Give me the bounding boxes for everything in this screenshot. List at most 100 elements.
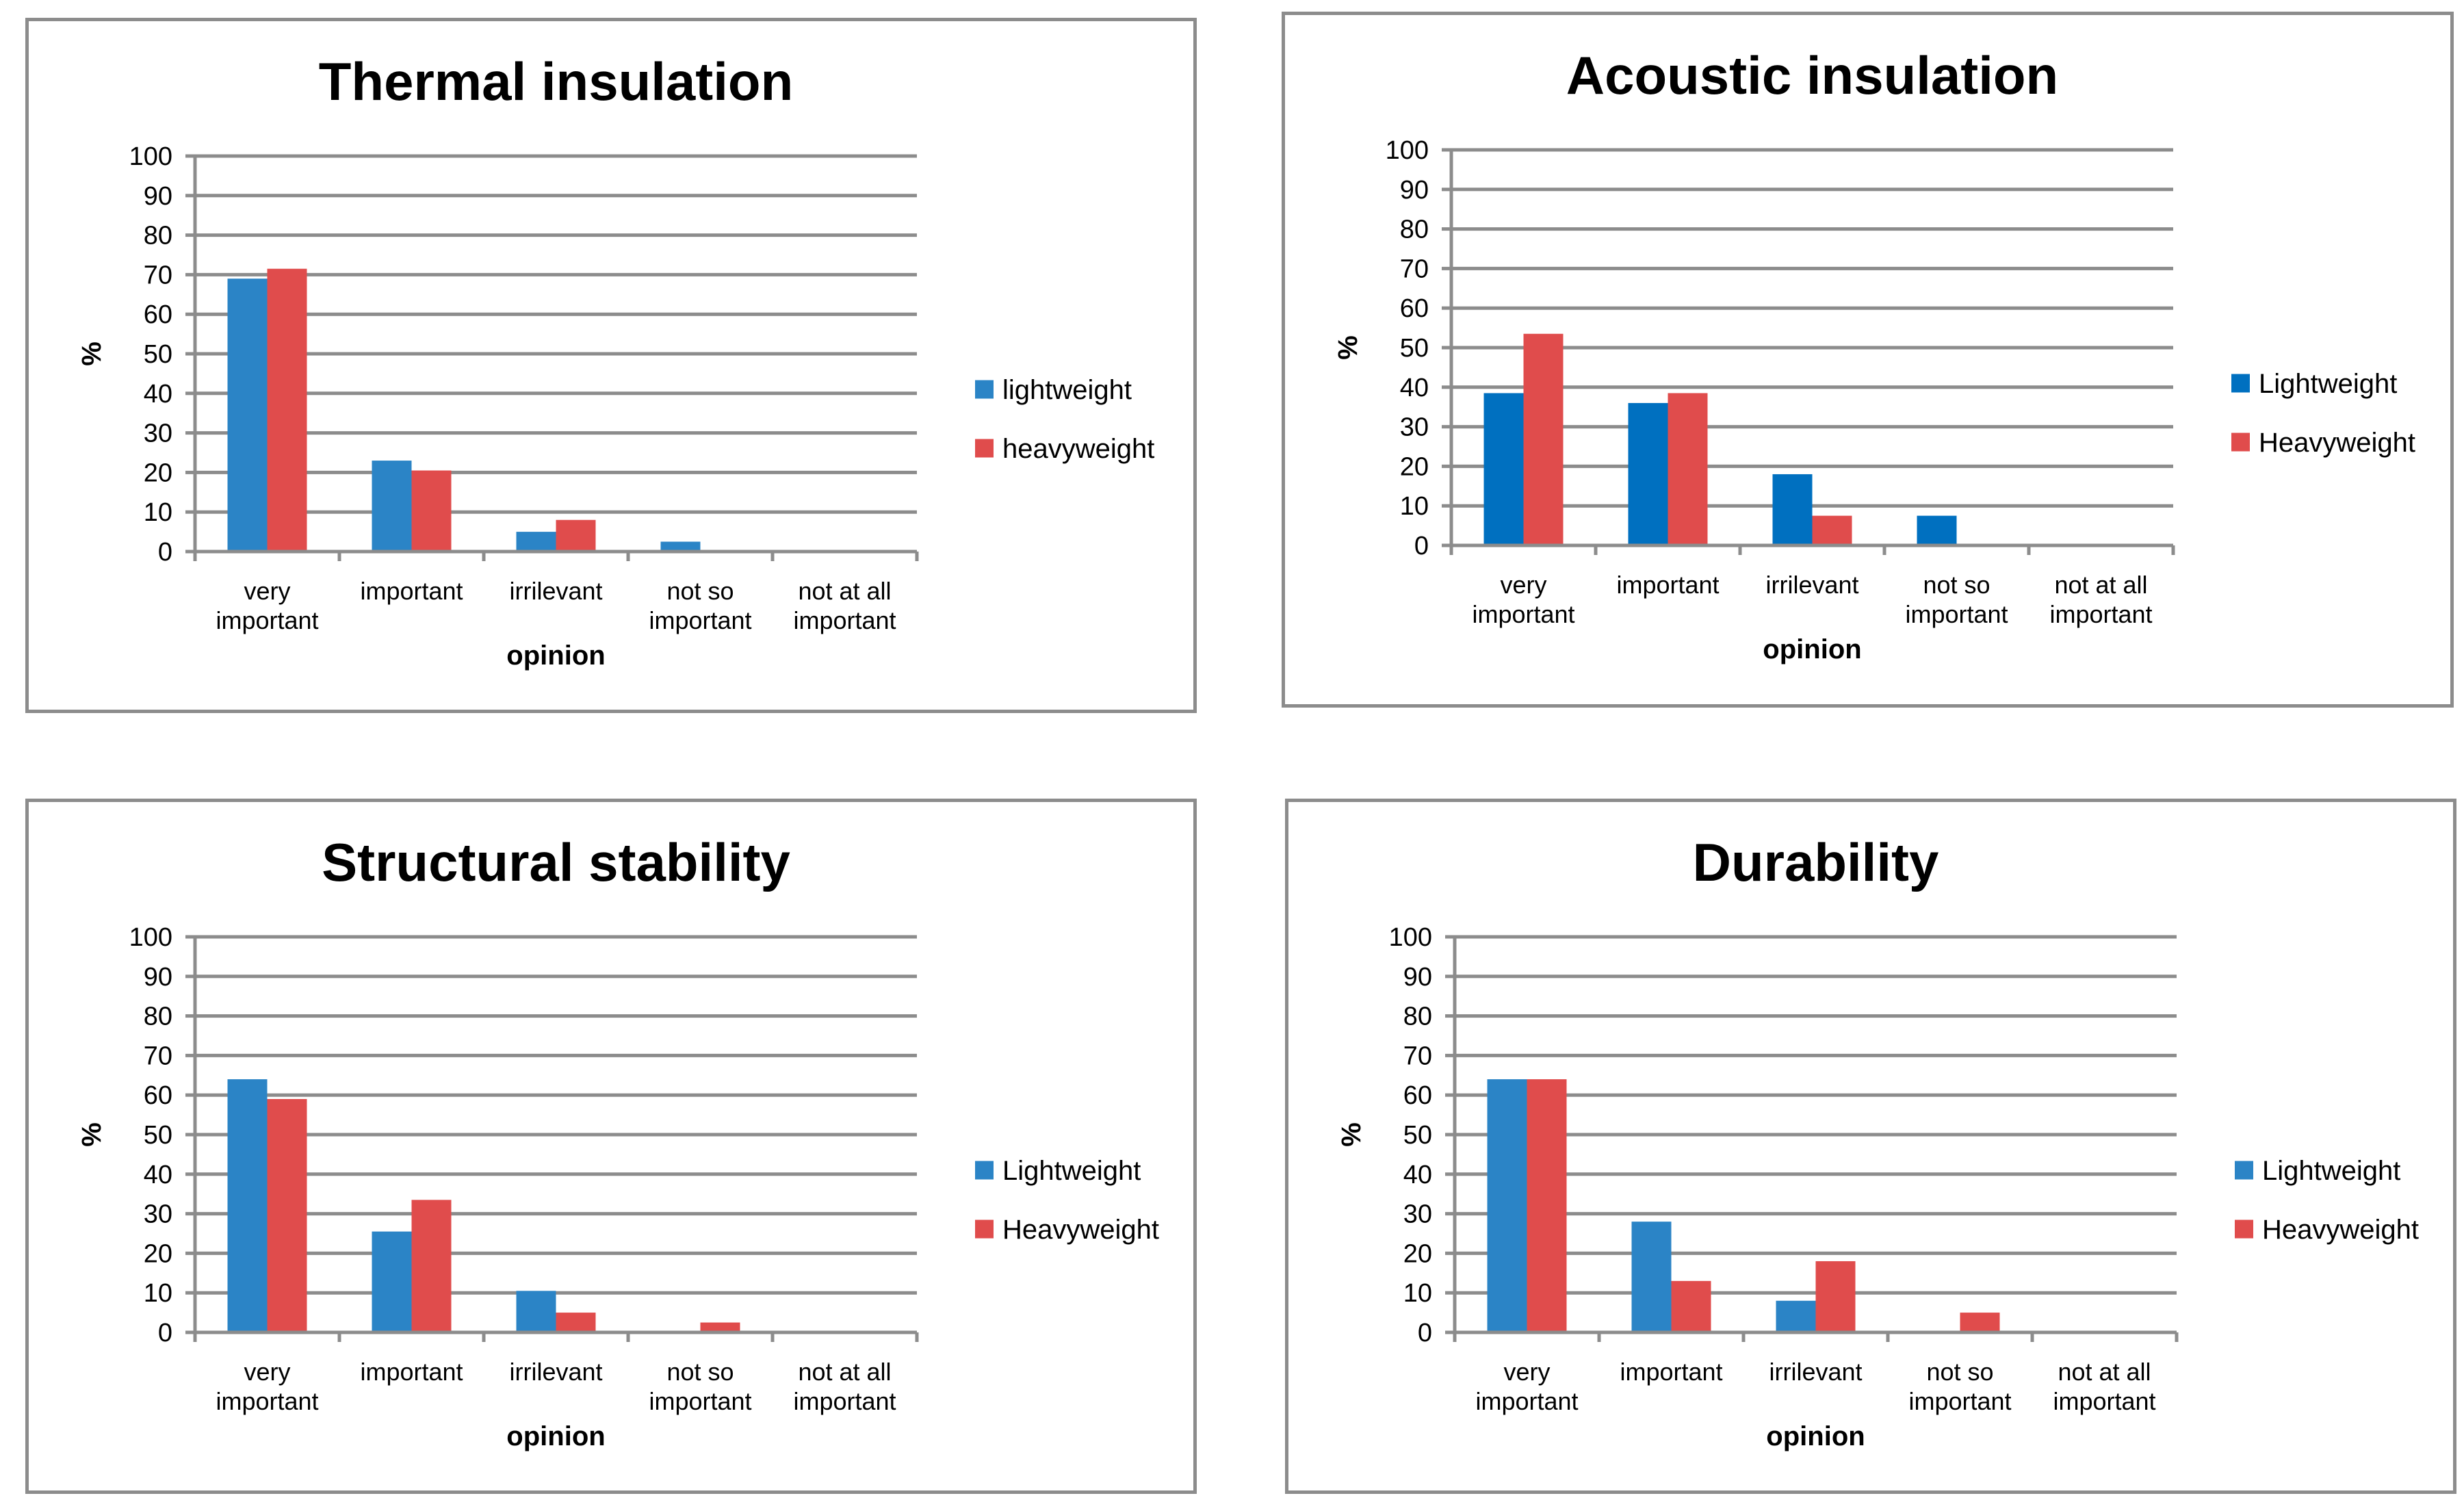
- y-tick-label: 60: [144, 1081, 172, 1110]
- x-axis-title: opinion: [506, 641, 605, 671]
- chart-title: Durability: [1693, 832, 1939, 892]
- chart-panel-structural-stability: Structural stability 0 10 20 30 40 50 60 70 80 90 1…: [25, 799, 1197, 1494]
- chart-title: Thermal insulation: [319, 51, 793, 112]
- chart-svg: Structural stability 0 10 20 30 40 50 60 70 80 90 1…: [77, 832, 1159, 1451]
- legend-swatch-heavyweight: [975, 1219, 994, 1239]
- x-category-label: very important: [1472, 571, 1574, 628]
- bar-heavyweight-irrilevant: [1812, 515, 1852, 545]
- y-tick-label: 100: [1386, 136, 1429, 165]
- legend-label-heavyweight: heavyweight: [1002, 434, 1154, 464]
- bar-heavyweight-very-important: [1523, 333, 1564, 545]
- bar-heavyweight-important: [411, 470, 452, 552]
- y-tick-label: 50: [1403, 1121, 1432, 1150]
- bar-heavyweight-not-so-important: [1960, 1313, 2000, 1332]
- bar-lightweight-not-so-important: [660, 541, 701, 552]
- x-category-label: irrilevant: [509, 1358, 602, 1386]
- y-tick-label: 50: [144, 1121, 172, 1150]
- x-axis-title: opinion: [506, 1421, 605, 1451]
- bar-lightweight-very-important: [1483, 393, 1524, 545]
- x-category-label: very important: [216, 1358, 318, 1415]
- y-tick-label: 20: [1400, 452, 1429, 481]
- chart-panel-thermal-insulation: Thermal insulation 0 10 20 30 40 50 60 70 80 90 100…: [25, 18, 1197, 713]
- y-tick-label: 10: [1400, 492, 1429, 521]
- y-tick-label: 90: [1400, 176, 1429, 205]
- x-category-label: important: [1620, 1358, 1722, 1386]
- y-tick-label: 0: [1414, 532, 1429, 560]
- y-tick-label: 80: [1403, 1003, 1432, 1031]
- legend-label-heavyweight: Heavyweight: [2259, 428, 2415, 458]
- x-axis-title: opinion: [1766, 1421, 1865, 1451]
- bar-lightweight-very-important: [1487, 1079, 1527, 1332]
- y-tick-label: 100: [1389, 923, 1432, 952]
- legend-swatch-heavyweight: [2235, 1219, 2253, 1239]
- bar-lightweight-irrilevant: [516, 532, 556, 552]
- y-tick-label: 80: [144, 1003, 172, 1031]
- y-tick-label: 40: [1403, 1161, 1432, 1189]
- bar-lightweight-important: [372, 1231, 412, 1332]
- y-tick-label: 100: [129, 142, 172, 171]
- legend-label-heavyweight: Heavyweight: [1002, 1215, 1159, 1245]
- bar-heavyweight-important: [411, 1200, 452, 1332]
- x-category-label: irrilevant: [1769, 1358, 1862, 1386]
- y-tick-label: 60: [1403, 1081, 1432, 1110]
- bar-lightweight-very-important: [227, 279, 268, 552]
- x-category-label: not at all important: [2049, 571, 2152, 628]
- legend: Lightweight Heavyweight: [2235, 1156, 2419, 1245]
- legend-label-lightweight: Lightweight: [2262, 1156, 2400, 1186]
- x-category-label: not at all important: [2053, 1358, 2155, 1415]
- bar-heavyweight-important: [1671, 1280, 1711, 1332]
- y-axis-title: %: [1333, 335, 1363, 360]
- y-tick-label: 50: [1400, 334, 1429, 363]
- legend-swatch-lightweight: [975, 380, 994, 399]
- x-axis-title: opinion: [1763, 634, 1861, 664]
- y-tick-label: 30: [144, 419, 172, 448]
- y-tick-label: 70: [144, 1042, 172, 1070]
- bar-heavyweight-not-so-important: [700, 1322, 740, 1332]
- y-axis-title: %: [1336, 1122, 1366, 1147]
- y-tick-label: 30: [1403, 1200, 1432, 1229]
- legend: Lightweight Heavyweight: [2231, 369, 2415, 458]
- y-tick-label: 40: [144, 380, 172, 409]
- bar-lightweight-irrilevant: [1776, 1300, 1816, 1332]
- bar-lightweight-not-so-important: [1917, 515, 1957, 545]
- y-tick-label: 20: [1403, 1239, 1432, 1268]
- y-tick-label: 40: [144, 1161, 172, 1189]
- y-tick-label: 10: [1403, 1279, 1432, 1308]
- bar-lightweight-important: [1628, 402, 1668, 545]
- y-tick-label: 40: [1400, 374, 1429, 402]
- chart-title: Structural stability: [322, 832, 790, 892]
- bar-lightweight-important: [372, 461, 412, 552]
- y-axis-title: %: [77, 341, 107, 366]
- x-category-label: important: [1616, 571, 1719, 599]
- legend-label-lightweight: Lightweight: [2259, 369, 2397, 399]
- y-tick-label: 70: [1400, 255, 1429, 283]
- y-tick-label: 30: [144, 1200, 172, 1229]
- y-tick-label: 60: [144, 300, 172, 329]
- bar-lightweight-irrilevant: [516, 1291, 556, 1332]
- y-tick-label: 80: [144, 222, 172, 250]
- x-category-label: not so important: [649, 577, 751, 634]
- legend-swatch-lightweight: [2235, 1161, 2253, 1180]
- x-category-label: not at all important: [793, 577, 896, 634]
- x-category-label: very important: [216, 577, 318, 634]
- y-tick-label: 20: [144, 459, 172, 487]
- bar-lightweight-very-important: [227, 1079, 268, 1332]
- legend-label-heavyweight: Heavyweight: [2262, 1215, 2419, 1245]
- bar-lightweight-irrilevant: [1772, 474, 1813, 545]
- x-category-label: not so important: [1908, 1358, 2011, 1415]
- y-tick-label: 0: [158, 538, 172, 567]
- chart-title: Acoustic insulation: [1566, 45, 2058, 105]
- bar-heavyweight-irrilevant: [556, 1313, 596, 1332]
- y-tick-label: 10: [144, 498, 172, 527]
- y-tick-label: 90: [1403, 963, 1432, 992]
- y-tick-label: 60: [1400, 294, 1429, 323]
- legend-swatch-lightweight: [2231, 374, 2250, 393]
- y-tick-label: 30: [1400, 413, 1429, 442]
- legend-label-lightweight: lightweight: [1002, 375, 1132, 405]
- x-category-label: not so important: [1905, 571, 2008, 628]
- y-tick-label: 20: [144, 1239, 172, 1268]
- legend: Lightweight Heavyweight: [975, 1156, 1159, 1245]
- x-category-label: not so important: [649, 1358, 751, 1415]
- bar-heavyweight-very-important: [1527, 1079, 1567, 1332]
